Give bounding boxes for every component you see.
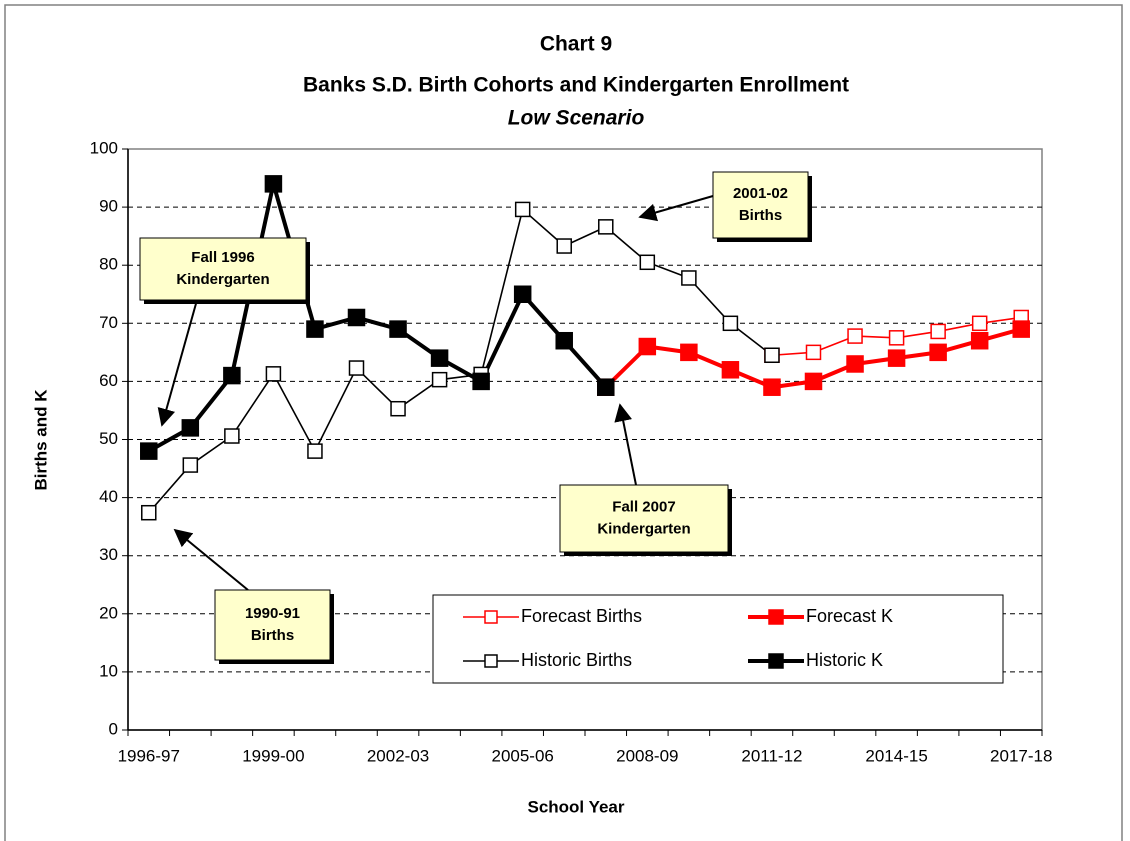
legend-marker (484, 610, 498, 624)
x-tick-label: 2005-06 (491, 746, 553, 765)
point (141, 504, 157, 521)
y-tick-label: 60 (99, 371, 118, 390)
point (930, 323, 946, 340)
y-axis-title: Births and K (31, 389, 50, 491)
chart-scenario: Low Scenario (508, 107, 645, 130)
point (307, 443, 323, 459)
point (887, 349, 906, 367)
point (764, 347, 780, 364)
annotation-arrow (173, 528, 249, 591)
annotation-box (559, 484, 729, 553)
annotation-text: Fall 2007 (612, 498, 675, 515)
point (223, 366, 241, 385)
legend-label: Forecast K (806, 606, 893, 626)
series-line (148, 208, 773, 514)
point (431, 371, 448, 388)
point (721, 361, 740, 379)
point (390, 400, 406, 417)
y-tick-label: 0 (109, 719, 118, 738)
point (514, 201, 531, 218)
annotation-text: Kindergarten (176, 271, 269, 288)
point (847, 328, 863, 344)
point (472, 372, 490, 391)
y-tick-label: 50 (99, 429, 118, 448)
x-axis-title: School Year (527, 797, 624, 816)
x-tick-label: 1999-00 (242, 746, 304, 765)
annotation-box (214, 589, 331, 661)
point (555, 331, 573, 350)
point (763, 378, 781, 396)
point (681, 270, 697, 286)
point (306, 320, 324, 338)
point (971, 315, 988, 332)
legend-box (432, 594, 1004, 684)
point (430, 349, 449, 367)
point (598, 219, 614, 235)
chart-title: Chart 9 (540, 33, 612, 56)
chart-subtitle: Banks S.D. Birth Cohorts and Kindergarte… (303, 74, 849, 97)
point (970, 331, 989, 350)
legend-label: Historic Births (521, 650, 632, 670)
point (389, 320, 407, 338)
point (804, 372, 823, 391)
x-tick-label: 2017-18 (990, 746, 1052, 765)
point (1012, 320, 1030, 338)
x-tick-label: 2008-09 (616, 746, 678, 765)
legend-label: Historic K (806, 650, 883, 670)
x-tick-label: 2002-03 (367, 746, 429, 765)
point (347, 308, 366, 327)
annotation-box (139, 237, 307, 301)
annotation-text: 2001-02 (733, 185, 788, 202)
point (638, 337, 657, 356)
legend-label: Forecast Births (521, 606, 642, 626)
point (264, 175, 283, 193)
annotation-arrow (638, 195, 714, 222)
annotation-text: Births (739, 207, 782, 224)
point (556, 238, 572, 254)
annotation-text: Kindergarten (597, 520, 690, 537)
point (182, 457, 199, 473)
x-tick-label: 2011-12 (741, 746, 802, 765)
point (265, 366, 282, 382)
point (929, 343, 947, 362)
annotation-text: Fall 1996 (191, 249, 254, 266)
y-tick-label: 100 (90, 138, 118, 157)
annotation-text: Births (251, 627, 294, 644)
point (348, 360, 365, 376)
y-tick-label: 20 (99, 603, 118, 622)
annotation-arrow (157, 299, 198, 427)
point (846, 355, 864, 373)
point (888, 330, 905, 346)
annotation-arrow (614, 403, 637, 486)
point (639, 254, 656, 271)
y-tick-label: 30 (99, 545, 118, 564)
point (597, 378, 615, 396)
point (722, 315, 739, 332)
legend-marker (768, 609, 784, 625)
x-tick-label: 2014-15 (865, 746, 927, 765)
point (140, 442, 158, 460)
y-tick-label: 90 (99, 197, 118, 216)
point (224, 428, 240, 444)
y-tick-label: 10 (99, 661, 118, 680)
point (805, 344, 822, 361)
y-tick-label: 70 (99, 313, 118, 332)
point (181, 419, 200, 437)
annotation-box (712, 171, 809, 239)
x-tick-label: 1996-97 (118, 746, 180, 765)
point (513, 285, 532, 303)
legend-marker (484, 654, 498, 668)
y-tick-label: 80 (99, 255, 118, 274)
annotation-text: 1990-91 (245, 605, 300, 622)
point (680, 343, 698, 362)
legend-marker (768, 653, 784, 669)
y-tick-label: 40 (99, 487, 118, 506)
